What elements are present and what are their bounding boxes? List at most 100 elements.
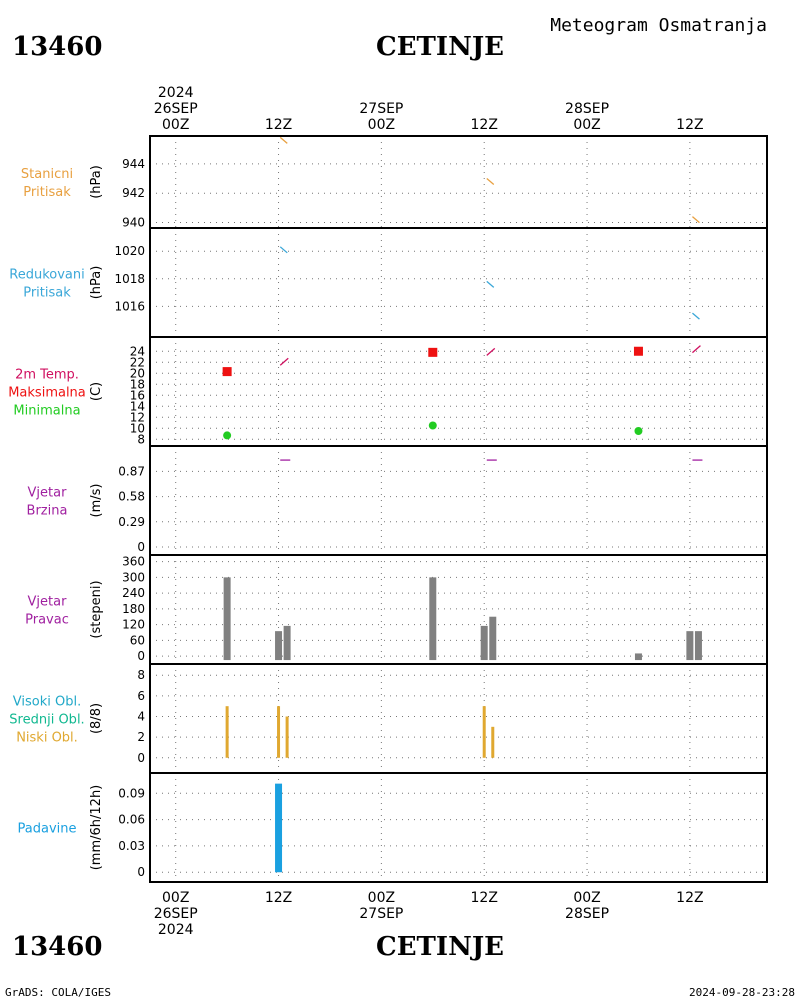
wind-direction-bar xyxy=(686,631,694,661)
time-axis-top-label: 2024 xyxy=(158,85,194,101)
panel-label: Redukovani xyxy=(9,268,84,283)
y-tick-label: 942 xyxy=(122,186,145,200)
min-temp-point xyxy=(634,427,643,435)
max-temp-point xyxy=(428,347,438,357)
y-tick-label: 4 xyxy=(137,710,145,724)
station-id-bottom: 13460 xyxy=(12,932,102,962)
low-cloud-bar xyxy=(482,706,486,758)
temperature-mark xyxy=(279,357,289,366)
panel-label: Niski Obl. xyxy=(16,731,78,746)
time-axis-top-label: 26SEP xyxy=(154,101,198,117)
low-cloud-bar xyxy=(225,706,229,758)
time-axis-top-label: 00Z xyxy=(368,117,395,133)
time-axis-top-label: 28SEP xyxy=(565,101,609,117)
time-axis-bottom-label: 12Z xyxy=(265,890,292,906)
time-axis-top-label: 27SEP xyxy=(359,101,403,117)
y-tick-label: 2 xyxy=(137,730,145,744)
y-tick-label: 0.87 xyxy=(118,464,145,478)
y-axis-unit-label: (hPa) xyxy=(89,266,104,300)
wind-direction-bar xyxy=(429,577,437,661)
temperature-mark xyxy=(486,347,496,356)
panel-frames-layer xyxy=(149,135,768,883)
max-temp-point xyxy=(222,367,232,377)
pressure-tendency-mark xyxy=(692,216,700,224)
y-tick-label: 8 xyxy=(137,432,145,446)
y-tick-label: 240 xyxy=(122,586,145,600)
y-tick-label: 6 xyxy=(137,689,145,703)
y-tick-label: 0 xyxy=(137,649,145,663)
y-axis-unit-label: (m/s) xyxy=(89,484,104,518)
low-cloud-bar xyxy=(491,726,495,758)
y-tick-label: 18 xyxy=(130,377,145,391)
y-tick-label: 0.03 xyxy=(118,839,145,853)
time-axis-bottom-label: 12Z xyxy=(471,890,498,906)
wind-direction-bar xyxy=(489,616,497,661)
y-tick-label: 940 xyxy=(122,216,145,230)
pressure-tendency-mark xyxy=(692,312,700,320)
y-tick-label: 14 xyxy=(130,399,145,413)
y-tick-label: 944 xyxy=(122,157,145,171)
y-tick-label: 22 xyxy=(130,355,145,369)
pressure-tendency-mark xyxy=(486,280,495,288)
wind-direction-bar xyxy=(223,577,231,661)
min-temp-point xyxy=(428,421,437,430)
y-tick-label: 0.09 xyxy=(118,786,145,800)
panel-label: Pravac xyxy=(25,613,69,628)
y-axis-unit-label: (8/8) xyxy=(89,703,104,734)
y-tick-label: 20 xyxy=(130,366,145,380)
credit-text: GrADS: COLA/IGES xyxy=(5,986,111,999)
panel-label: Vjetar xyxy=(28,486,68,501)
y-axis-unit-label: (hPa) xyxy=(89,165,104,199)
temperature-mark xyxy=(692,345,701,354)
panel-label: Srednji Obl. xyxy=(9,713,84,728)
time-axis-bottom-label: 2024 xyxy=(158,922,194,938)
panel-label: Minimalna xyxy=(13,404,80,419)
y-axis-unit-label: (stepeni) xyxy=(89,580,104,638)
y-tick-label: 180 xyxy=(122,602,145,616)
min-temp-point xyxy=(223,431,232,440)
time-axis-bottom-label: 00Z xyxy=(368,890,395,906)
y-tick-label: 0.29 xyxy=(118,515,145,529)
panel-label: Pritisak xyxy=(23,185,71,200)
time-axis-bottom-label: 26SEP xyxy=(154,906,198,922)
precipitation-bar xyxy=(275,783,283,873)
panel-frame xyxy=(149,445,768,556)
time-axis-bottom-label: 27SEP xyxy=(359,906,403,922)
y-tick-label: 120 xyxy=(122,618,145,632)
panel-frame xyxy=(149,554,768,665)
time-axis-top-label: 00Z xyxy=(162,117,189,133)
wind-direction-bar xyxy=(694,631,702,661)
panel-frame xyxy=(149,227,768,338)
pressure-tendency-mark xyxy=(279,136,288,144)
wind-direction-bar xyxy=(634,653,642,661)
y-tick-label: 0 xyxy=(137,540,145,554)
panel-label: Visoki Obl. xyxy=(13,695,81,710)
panel-frame xyxy=(149,135,768,229)
panel-label: Padavine xyxy=(18,822,77,837)
y-tick-label: 1018 xyxy=(114,272,145,286)
time-axis-top-label: 12Z xyxy=(265,117,292,133)
time-axis-top-label: 00Z xyxy=(573,117,600,133)
panel-label: Brzina xyxy=(27,504,68,519)
pressure-tendency-mark xyxy=(279,246,288,254)
panel-label: Vjetar xyxy=(28,595,68,610)
y-tick-label: 300 xyxy=(122,570,145,584)
y-tick-label: 0.58 xyxy=(118,490,145,504)
time-axis-bottom-label: 00Z xyxy=(162,890,189,906)
station-name-bottom: CETINJE xyxy=(376,932,504,962)
product-title: Meteogram Osmatranja xyxy=(550,15,767,36)
panel-frame xyxy=(149,336,768,447)
y-tick-label: 16 xyxy=(130,388,145,402)
grid-layer xyxy=(150,136,767,882)
panel-label: Maksimalna xyxy=(8,386,86,401)
panel-label: Pritisak xyxy=(23,286,71,301)
y-tick-label: 1016 xyxy=(114,299,145,313)
y-axis-unit-label: (C) xyxy=(89,382,104,401)
panel-frame xyxy=(149,772,768,883)
time-axis-top-label: 12Z xyxy=(676,117,703,133)
y-tick-label: 0 xyxy=(137,751,145,765)
station-id-top: 13460 xyxy=(12,32,102,62)
marks-layer xyxy=(222,136,703,873)
panel-frame xyxy=(149,663,768,774)
panel-label: 2m Temp. xyxy=(15,368,79,383)
